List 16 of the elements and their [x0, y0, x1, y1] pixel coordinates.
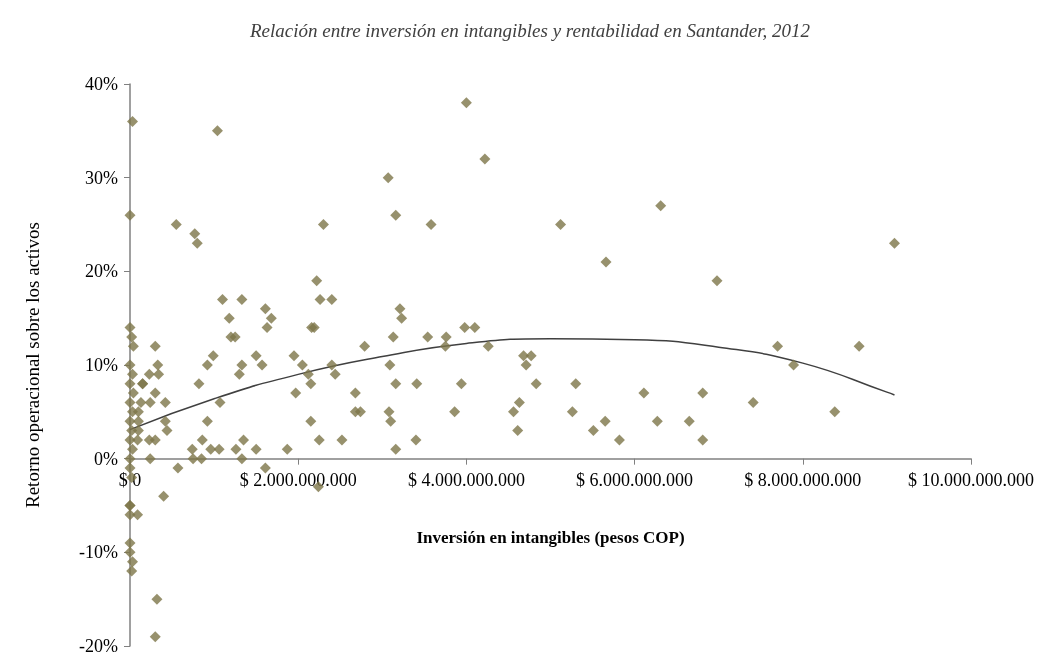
x-tick-label: $ 8.000.000.000	[744, 469, 862, 490]
x-tick-label: $ 4.000.000.000	[407, 469, 525, 490]
y-tick-label: 10%	[85, 355, 118, 375]
y-tick-label: -20%	[79, 636, 118, 656]
y-tick-label: 40%	[85, 74, 118, 94]
y-axis-title: Retorno operacional sobre los activos	[22, 222, 43, 508]
x-tick-label: $ 0	[118, 469, 142, 490]
y-tick-label: -10%	[79, 542, 118, 563]
chart-title: Relación entre inversión en intangibles y rentabilidad en Santander, 2012	[248, 20, 811, 41]
x-tick-label: $ 10.000.000.000	[908, 469, 1034, 490]
y-tick-label: 20%	[85, 261, 118, 282]
y-tick-label: 0%	[94, 448, 118, 469]
x-axis-title: Inversión en intangibles (pesos COP)	[416, 527, 685, 547]
y-tick-label: 30%	[85, 167, 118, 188]
x-tick-label: $ 6.000.000.000	[576, 469, 694, 490]
x-tick-label: $ 2.000.000.000	[239, 469, 357, 490]
